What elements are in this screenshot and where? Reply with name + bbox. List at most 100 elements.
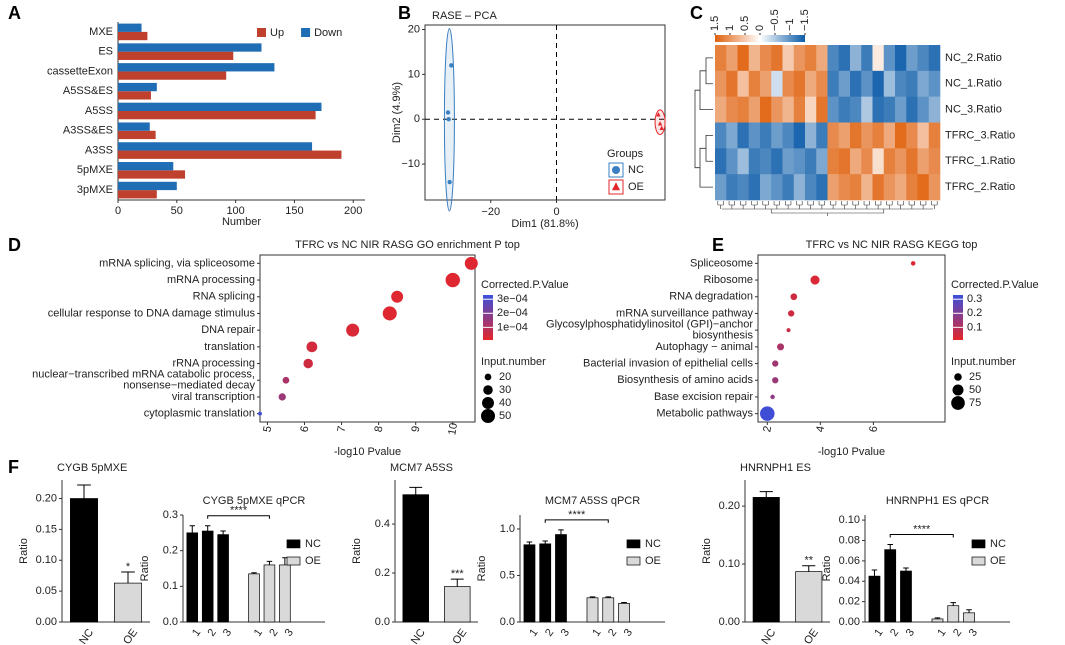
category-label: translation	[204, 341, 255, 353]
heatmap-cell	[827, 70, 840, 97]
x-tick-label: 0	[115, 205, 121, 217]
error-bar	[621, 601, 627, 604]
heatmap-cell	[715, 70, 727, 97]
bar	[118, 111, 316, 120]
point	[446, 117, 451, 122]
heatmap-cell	[805, 96, 817, 123]
y-tick-label: 0.05	[36, 585, 57, 597]
error-bar	[589, 596, 596, 598]
size-label: 75	[969, 397, 981, 409]
category-label: MXE	[89, 26, 113, 38]
size-key	[951, 396, 965, 410]
heatmap-cell	[760, 96, 772, 123]
size-label: 30	[499, 384, 511, 396]
heatmap-cell	[872, 122, 885, 149]
significance-label: *	[126, 561, 131, 573]
point	[449, 63, 454, 68]
heatmap-cell	[850, 70, 862, 97]
error-bar	[759, 491, 773, 498]
size-key	[484, 373, 492, 381]
x-tick-label: 1	[190, 627, 203, 639]
dot	[278, 393, 286, 401]
x-tick-label: 8	[373, 425, 386, 433]
heatmap-cell	[850, 122, 862, 149]
colorbar-label: 0.1	[967, 321, 982, 333]
error-bar	[220, 530, 226, 535]
legend-label: OE	[645, 555, 661, 567]
dot	[787, 310, 795, 317]
heatmap-cell	[928, 148, 941, 175]
heatmap-cell	[816, 122, 828, 149]
y-axis-label: Ratio	[351, 538, 363, 564]
heatmap-cell	[872, 96, 885, 123]
y-tick-label: 10	[408, 68, 420, 80]
colorbar-label: 1.5	[709, 16, 721, 31]
heatmap-cell	[838, 45, 851, 72]
heatmap-cell	[816, 96, 828, 123]
x-tick-label: 2	[761, 425, 774, 433]
heatmap-cell	[917, 96, 930, 123]
bar	[118, 51, 234, 60]
category-label: nonsense−mediated decay	[123, 380, 255, 392]
bar	[248, 573, 260, 623]
heatmap-cell	[771, 45, 783, 72]
colorbar	[953, 295, 963, 340]
error-bar	[121, 571, 135, 584]
dot	[306, 341, 318, 353]
category-label: mRNA splicing, via spliceosome	[99, 257, 255, 269]
panel-letter: A	[8, 3, 21, 23]
dot	[760, 406, 775, 421]
heatmap-cell	[816, 45, 828, 72]
bar	[586, 597, 599, 623]
y-tick-label: 20	[408, 23, 420, 35]
heatmap-cell	[838, 148, 851, 175]
y-tick-label: 0.00	[719, 616, 740, 628]
heatmap-cell	[906, 96, 918, 123]
error-bar	[189, 525, 195, 533]
point	[445, 110, 451, 115]
legend-label: NC	[990, 538, 1006, 550]
chart-title: CYGB 5pMXE qPCR	[203, 495, 306, 507]
y-tick-label: 0.0	[163, 616, 178, 628]
heatmap-cell	[715, 148, 727, 175]
colorbar-label: −0.5	[769, 9, 781, 31]
y-tick-label: 0.10	[36, 554, 57, 566]
x-tick-label: 200	[344, 205, 362, 217]
y-tick-label: 0.02	[839, 596, 860, 608]
heatmap-cell	[737, 122, 750, 149]
colorbar-label: −1	[784, 18, 796, 31]
category-label: 3pMXE	[77, 184, 113, 196]
legend-swatch	[971, 556, 986, 566]
x-tick-label: 2	[606, 627, 619, 639]
error-bar	[934, 617, 941, 619]
heatmap-cell	[861, 148, 873, 175]
heatmap-cell	[771, 148, 783, 175]
category-label: Metabolic pathways	[656, 408, 753, 420]
x-tick-label: 1	[935, 627, 948, 639]
bar	[118, 162, 174, 171]
legend-title: Groups	[607, 148, 644, 160]
heatmap-cell	[737, 70, 750, 97]
size-label: 20	[499, 371, 511, 383]
bar	[795, 571, 823, 623]
heatmap-cell	[748, 96, 761, 123]
x-tick-label: 9	[410, 425, 423, 433]
heatmap-cell	[793, 96, 806, 123]
bar	[118, 122, 150, 131]
error-bar	[526, 541, 533, 545]
heatmap-cell	[782, 70, 795, 97]
colorbar	[483, 295, 493, 340]
error-bar	[77, 484, 91, 499]
heatmap-cell	[726, 148, 738, 175]
x-tick-label: 3	[904, 627, 917, 639]
category-label: Autophagy − animal	[655, 341, 753, 353]
x-tick-label: −20	[481, 206, 500, 218]
category-label: Spliceosome	[690, 257, 753, 269]
heatmap-cell	[816, 70, 828, 97]
dot	[258, 411, 262, 416]
legend-swatch	[626, 556, 641, 566]
heatmap-cell	[782, 174, 795, 201]
heatmap-cell	[748, 148, 761, 175]
row-label: TFRC_2.Ratio	[945, 181, 1015, 193]
